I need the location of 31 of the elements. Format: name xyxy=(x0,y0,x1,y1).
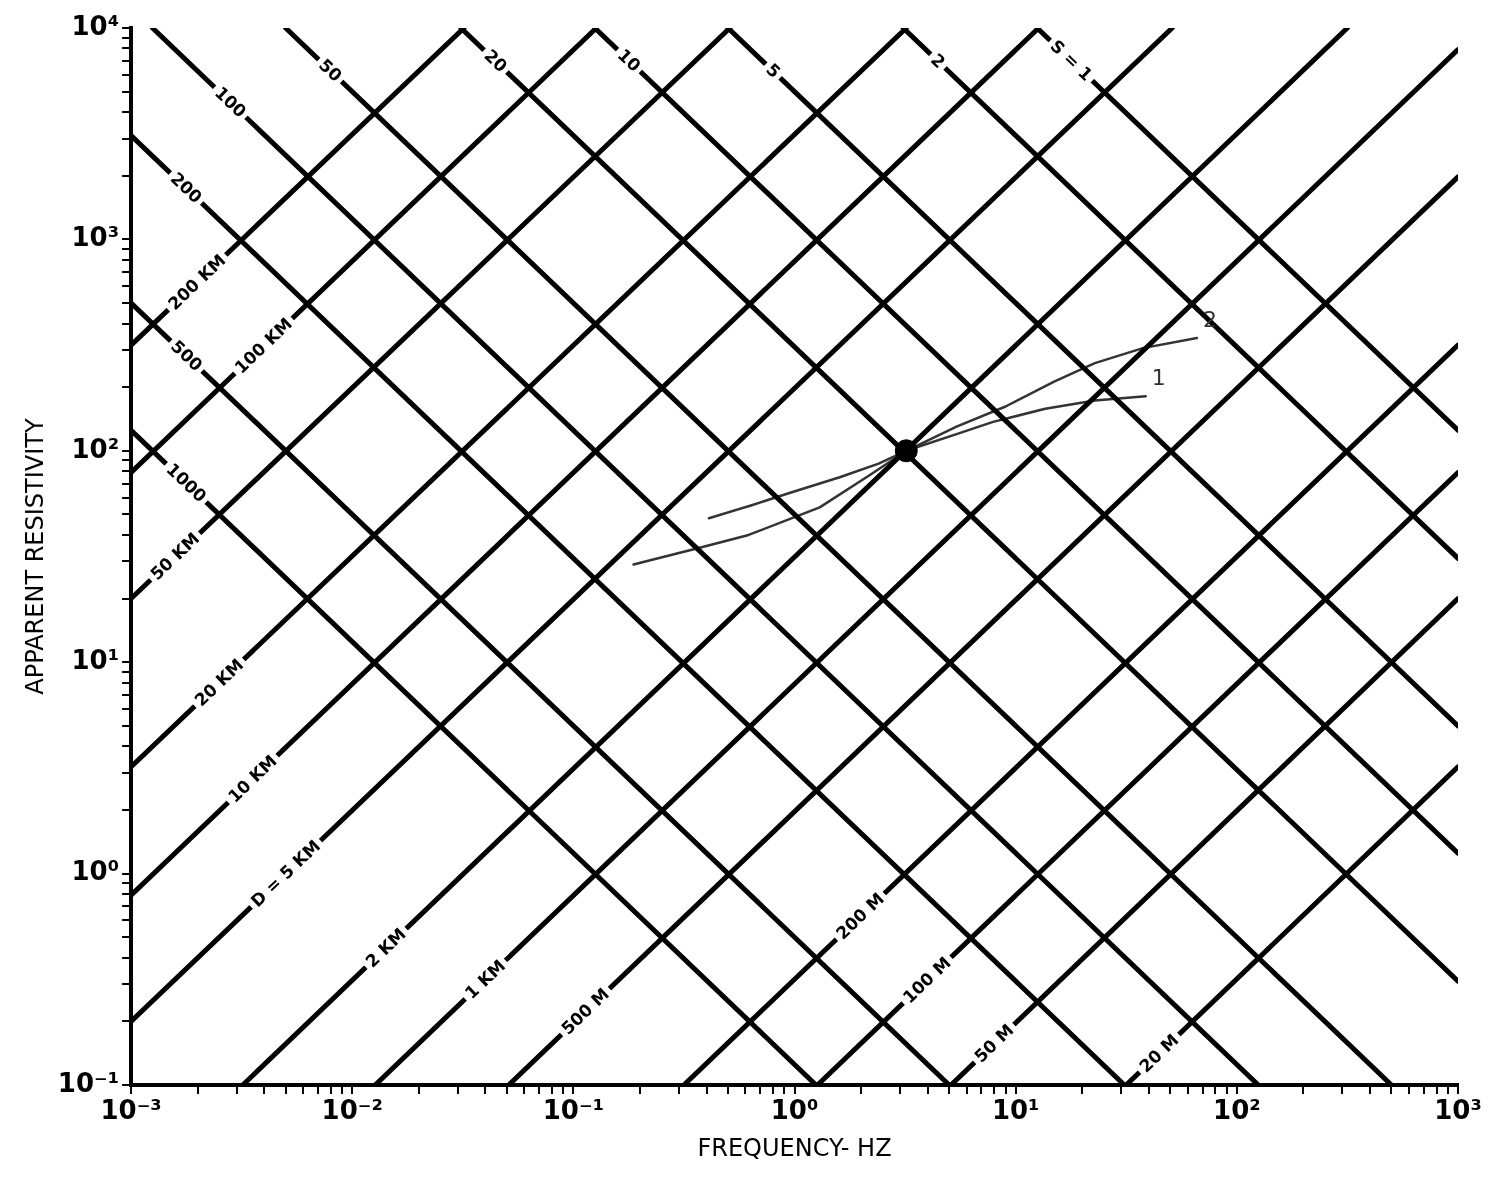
text: 20 KM xyxy=(190,654,248,711)
y-tick-label: 10⁻¹ xyxy=(57,1067,120,1098)
text: 2 KM xyxy=(361,923,410,972)
text: 50 KM xyxy=(146,528,204,584)
text: 50 xyxy=(315,54,347,86)
y-tick-label: 10³ xyxy=(71,222,120,253)
text: 1 KM xyxy=(460,955,510,1003)
text: 10 xyxy=(613,44,645,76)
y-tick-label: 10⁰ xyxy=(71,856,120,887)
y-axis-title: APPARENT RESISTIVITY xyxy=(20,418,49,695)
series-label: 2 xyxy=(1202,306,1217,332)
x-tick-label: 10⁻¹ xyxy=(542,1095,605,1126)
text: 10 KM xyxy=(223,750,281,807)
x-tick-label: 10³ xyxy=(1434,1095,1482,1126)
text: 20 M xyxy=(1135,1029,1183,1077)
x-tick-label: 10⁻² xyxy=(321,1095,383,1126)
text: 5 xyxy=(762,59,785,82)
x-tick-label: 10² xyxy=(1213,1095,1261,1126)
text: 20 xyxy=(480,45,512,77)
text: 50 M xyxy=(970,1019,1018,1067)
series-label: 1 xyxy=(1151,365,1166,391)
x-tick-label: 10⁰ xyxy=(770,1095,819,1126)
x-tick-label: 10¹ xyxy=(991,1095,1040,1126)
text: S = 1 xyxy=(1046,35,1097,85)
x-axis-title: FREQUENCY- HZ xyxy=(697,1133,892,1162)
x-tick-label: 10⁻³ xyxy=(100,1095,162,1126)
text: 2 xyxy=(927,49,950,72)
y-tick-label: 10⁴ xyxy=(71,10,120,41)
y-tick-label: 10¹ xyxy=(71,644,120,675)
text: D = 5 KM xyxy=(246,835,325,911)
y-tick-label: 10² xyxy=(71,433,120,464)
